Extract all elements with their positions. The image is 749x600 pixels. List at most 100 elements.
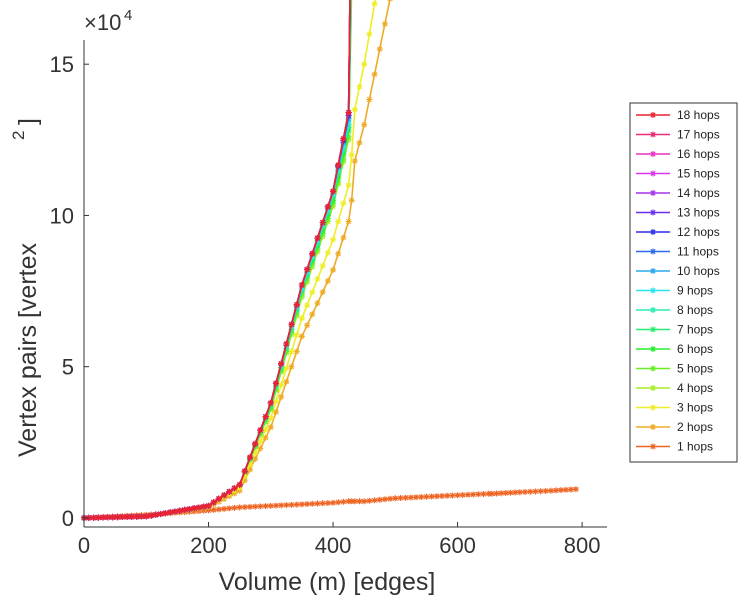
legend-marker	[650, 112, 656, 118]
legend-marker	[650, 190, 656, 196]
series-point	[304, 275, 311, 282]
series-point	[298, 288, 305, 295]
series-point	[340, 200, 347, 207]
series-line	[83, 0, 352, 519]
series-point	[236, 504, 243, 511]
legend-marker	[650, 346, 656, 352]
y-tick-label: 15	[50, 52, 74, 77]
legend-entry: 9 hops	[636, 284, 713, 298]
series-point	[309, 311, 316, 318]
legend-marker	[650, 287, 656, 294]
series-point	[304, 322, 311, 329]
series-point	[148, 512, 155, 519]
series-point	[324, 203, 331, 210]
series-line	[83, 0, 353, 519]
series-point	[288, 329, 295, 336]
series-point	[241, 477, 248, 484]
series-point	[262, 426, 269, 433]
y-axis-exponent: ×10 4	[84, 7, 132, 35]
series-point	[340, 135, 347, 142]
series-point	[309, 253, 316, 260]
legend-marker	[650, 268, 656, 274]
series-point	[330, 200, 337, 207]
legend-label: 13 hops	[677, 206, 720, 220]
series-2-hops	[81, 0, 393, 521]
series-point	[272, 409, 279, 416]
series-point	[335, 250, 342, 257]
legend-entry: 8 hops	[636, 303, 713, 317]
legend-label: 3 hops	[677, 401, 713, 415]
series-point	[314, 245, 321, 252]
series-point	[298, 333, 305, 340]
series-point	[236, 481, 243, 488]
series-15-hops	[81, 0, 352, 521]
series-point	[262, 413, 269, 420]
series-point	[371, 0, 378, 7]
series-point	[298, 291, 305, 298]
legend-entry: 13 hops	[636, 206, 720, 220]
series-point	[330, 236, 337, 243]
series-point	[100, 514, 107, 521]
series-point	[330, 188, 337, 195]
x-tick-label: 800	[564, 533, 601, 558]
series-point	[278, 381, 285, 388]
series-point	[104, 514, 111, 521]
series-point	[162, 510, 169, 517]
series-point	[512, 489, 519, 496]
series-point	[278, 360, 285, 367]
series-point	[304, 302, 311, 309]
series-point	[210, 506, 217, 513]
series-point	[345, 109, 352, 116]
series-point	[527, 488, 534, 495]
series-point	[335, 178, 342, 185]
series-point	[288, 348, 295, 355]
series-point	[267, 424, 274, 431]
series-point	[167, 509, 174, 516]
legend-marker	[650, 404, 656, 411]
series-point	[376, 46, 383, 53]
series-10-hops	[81, 0, 352, 521]
series-point	[433, 493, 440, 500]
series-14-hops	[81, 0, 352, 521]
series-point	[293, 307, 300, 314]
legend-marker	[650, 365, 656, 372]
series-point	[488, 490, 495, 497]
series-point	[319, 225, 326, 232]
series-point	[231, 485, 238, 492]
series-point	[361, 498, 368, 505]
axes: 0 200 400 600 800 0 5 10 15	[50, 40, 607, 558]
series-point	[95, 514, 102, 521]
y-tick-label: 0	[62, 506, 74, 531]
legend-entry: 5 hops	[636, 362, 713, 376]
legend-label: 18 hops	[677, 108, 720, 122]
series-line	[83, 0, 351, 519]
series-point	[314, 241, 321, 248]
series-point	[309, 256, 316, 263]
series-point	[236, 487, 243, 494]
legend-label: 2 hops	[677, 420, 713, 434]
series-point	[186, 506, 193, 513]
series-point	[267, 415, 274, 422]
series-point	[176, 507, 183, 514]
series-point	[283, 365, 290, 372]
series-point	[288, 363, 295, 370]
series-point	[226, 488, 233, 495]
series-point	[345, 133, 352, 140]
series-point	[262, 503, 269, 510]
series-point	[298, 315, 305, 322]
legend-label: 17 hops	[677, 128, 720, 142]
series-point	[272, 380, 279, 387]
series-line	[83, 0, 391, 519]
series-7-hops	[81, 0, 352, 521]
legend-entry: 1 hops	[636, 440, 713, 454]
series-point	[267, 403, 274, 410]
series-point	[157, 510, 164, 517]
series-point	[356, 498, 363, 505]
series-point	[330, 499, 337, 506]
series-point	[293, 301, 300, 308]
y-exponent-base: ×10	[84, 10, 121, 35]
series-point	[181, 506, 188, 513]
series-point	[319, 222, 326, 229]
legend-entry: 12 hops	[636, 225, 720, 239]
legend-label: 15 hops	[677, 167, 720, 181]
